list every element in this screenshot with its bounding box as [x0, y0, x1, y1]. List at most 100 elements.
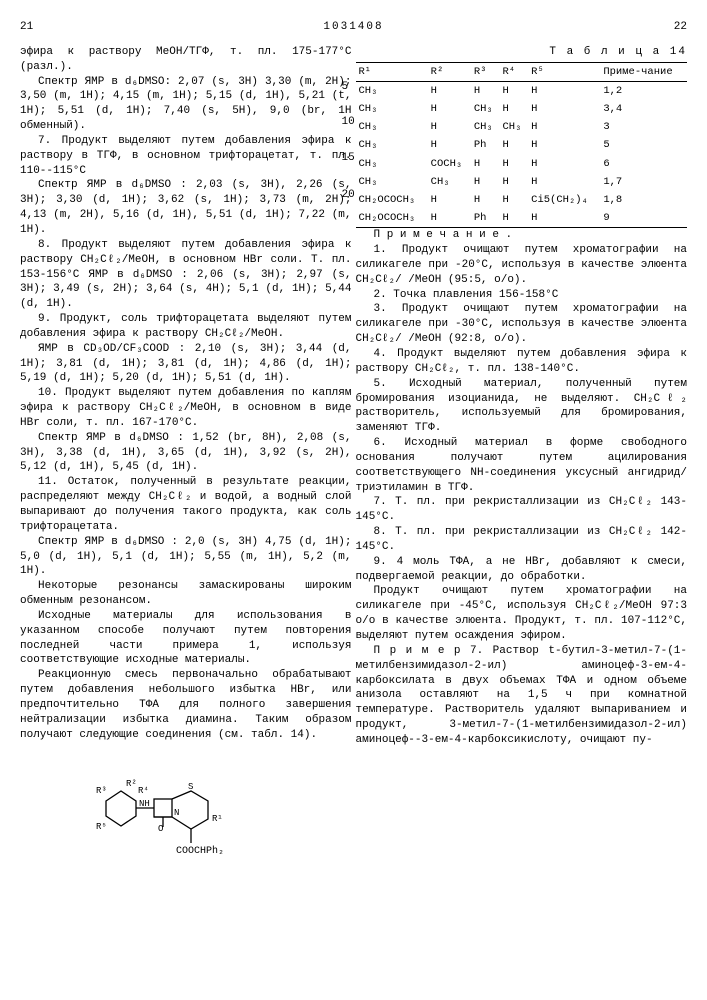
table-cell: CH₃ — [428, 173, 471, 191]
paragraph: Некоторые резонансы замаскированы широки… — [20, 579, 352, 609]
columns-container: эфира к раствору МеОН/ТГФ, т. пл. 175-17… — [20, 45, 687, 869]
page-header: 21 1031408 22 — [20, 20, 687, 35]
note: 3. Продукт очищают путем хроматографии н… — [356, 302, 688, 347]
table-cell: CH₃ — [356, 173, 428, 191]
paragraph: Спектр ЯМР в d₆DMSO : 2,03 (s, 3H), 2,26… — [20, 178, 352, 237]
table-cell: H — [528, 118, 600, 136]
table-cell: 9 — [600, 209, 687, 228]
table-14: R¹ R² R³ R⁴ R⁵ Приме-чание CH₃HHHH1,2CH₃… — [356, 62, 688, 229]
table-cell: H — [528, 100, 600, 118]
table-cell: H — [428, 209, 471, 228]
table-cell: H — [428, 136, 471, 154]
svg-text:R⁴: R⁴ — [138, 785, 149, 796]
document-number: 1031408 — [60, 20, 647, 35]
svg-text:R³: R³ — [96, 786, 107, 796]
paragraph: 8. Продукт выделяют путем добавления эфи… — [20, 238, 352, 312]
table-cell: H — [428, 100, 471, 118]
col-header: R⁵ — [528, 62, 600, 81]
table-cell: 1,7 — [600, 173, 687, 191]
table-cell: H — [499, 81, 528, 100]
table-cell: 3,4 — [600, 100, 687, 118]
note: 1. Продукт очищают путем хроматографии н… — [356, 243, 688, 288]
svg-text:S: S — [188, 782, 193, 792]
table-cell: H — [471, 81, 500, 100]
page-number-left: 21 — [20, 20, 60, 35]
svg-text:R²: R² — [126, 779, 137, 789]
paragraph: Спектр ЯМР в d₆DMSO : 2,0 (s, 3H) 4,75 (… — [20, 535, 352, 580]
table-cell: 1,8 — [600, 191, 687, 209]
table-wrapper: 5 10 15 20 R¹ R² R³ R⁴ R⁵ Приме-чание CH… — [356, 62, 688, 229]
note: 5. Исходный материал, полученный путем б… — [356, 377, 688, 436]
paragraph: Реакционную смесь первоначально обрабаты… — [20, 668, 352, 742]
col-header: R¹ — [356, 62, 428, 81]
page-number-right: 22 — [647, 20, 687, 35]
paragraph: Исходные материалы для использования в у… — [20, 609, 352, 668]
table-cell: H — [499, 100, 528, 118]
paragraph: эфира к раствору МеОН/ТГФ, т. пл. 175-17… — [20, 45, 352, 75]
table-row: CH₃HHHH1,2 — [356, 81, 688, 100]
table-row: CH₃HPhHH5 — [356, 136, 688, 154]
table-cell: H — [528, 155, 600, 173]
table-cell: H — [471, 191, 500, 209]
table-cell: H — [471, 155, 500, 173]
left-column: эфира к раствору МеОН/ТГФ, т. пл. 175-17… — [20, 45, 352, 869]
table-cell: CH₃ — [356, 100, 428, 118]
formula-label: COOCHPh₂ — [176, 845, 224, 857]
note: 2. Точка плавления 156-158°С — [356, 288, 688, 303]
table-cell: CH₂OCOCH₃ — [356, 191, 428, 209]
svg-text:NH: NH — [139, 799, 150, 809]
table-cell: H — [428, 81, 471, 100]
table-row: CH₃CH₃HHH1,7 — [356, 173, 688, 191]
table-cell: H — [499, 155, 528, 173]
example-7: П р и м е р 7. Раствор t-бутил-3-метил-7… — [356, 644, 688, 748]
table-cell: CH₃ — [356, 155, 428, 173]
table-row: CH₃HCH₃CH₃H3 — [356, 118, 688, 136]
table-cell: H — [428, 191, 471, 209]
table-title: Т а б л и ц а 14 — [356, 45, 688, 60]
table-row: CH₂OCOCH₃HPhHH9 — [356, 209, 688, 228]
svg-text:R⁵: R⁵ — [96, 822, 107, 832]
table-cell: COCH₃ — [428, 155, 471, 173]
table-cell: H — [528, 209, 600, 228]
table-cell: 3 — [600, 118, 687, 136]
line-number: 5 — [342, 80, 355, 95]
table-cell: CH₂OCOCH₃ — [356, 209, 428, 228]
table-cell: Ph — [471, 136, 500, 154]
table-cell: H — [528, 173, 600, 191]
line-numbers-table: 5 10 15 20 — [342, 62, 355, 203]
paragraph: ЯМР в CD₃OD/CF₃COOD : 2,10 (s, 3H); 3,44… — [20, 342, 352, 387]
table-cell: H — [471, 173, 500, 191]
paragraph: 7. Продукт выделяют путем добавления эфи… — [20, 134, 352, 179]
table-cell: Ph — [471, 209, 500, 228]
col-header: R² — [428, 62, 471, 81]
table-cell: CH₃ — [356, 118, 428, 136]
table-cell: CH₃ — [499, 118, 528, 136]
table-cell: 6 — [600, 155, 687, 173]
note: 7. Т. пл. при рекристаллизации из CH₂Cℓ₂… — [356, 495, 688, 525]
paragraph: Спектр ЯМР в d₆DMSO : 1,52 (br, 8H), 2,0… — [20, 431, 352, 476]
table-cell: 5 — [600, 136, 687, 154]
note: 4. Продукт выделяют путем добавления эфи… — [356, 347, 688, 377]
note: 9. 4 моль ТФА, а не HBr, добавляют к сме… — [356, 555, 688, 585]
svg-text:R¹: R¹ — [212, 814, 223, 824]
note-heading: П р и м е ч а н и е . — [356, 228, 688, 243]
table-header-row: R¹ R² R³ R⁴ R⁵ Приме-чание — [356, 62, 688, 81]
col-header: Приме-чание — [600, 62, 687, 81]
table-cell: Ci5(CH₂)₄ — [528, 191, 600, 209]
paragraph: Продукт очищают путем хроматографии на с… — [356, 584, 688, 643]
table-cell: CH₃ — [471, 118, 500, 136]
note: 6. Исходный материал в форме свободного … — [356, 436, 688, 495]
table-cell: H — [528, 81, 600, 100]
table-cell: CH₃ — [356, 136, 428, 154]
paragraph: Спектр ЯМР в d₆DMSO: 2,07 (s, 3H) 3,30 (… — [20, 75, 352, 134]
svg-text:N: N — [174, 808, 179, 818]
table-cell: H — [499, 191, 528, 209]
line-number: 15 — [342, 151, 355, 166]
table-cell: H — [528, 136, 600, 154]
chemical-structure: R³ R² R⁴ R⁵ NH O S R¹ — [20, 751, 352, 861]
table-cell: H — [499, 209, 528, 228]
line-number: 20 — [342, 188, 355, 203]
paragraph: 11. Остаток, полученный в результате реа… — [20, 475, 352, 534]
col-header: R⁴ — [499, 62, 528, 81]
paragraph: 9. Продукт, соль трифторацетата выделяют… — [20, 312, 352, 342]
